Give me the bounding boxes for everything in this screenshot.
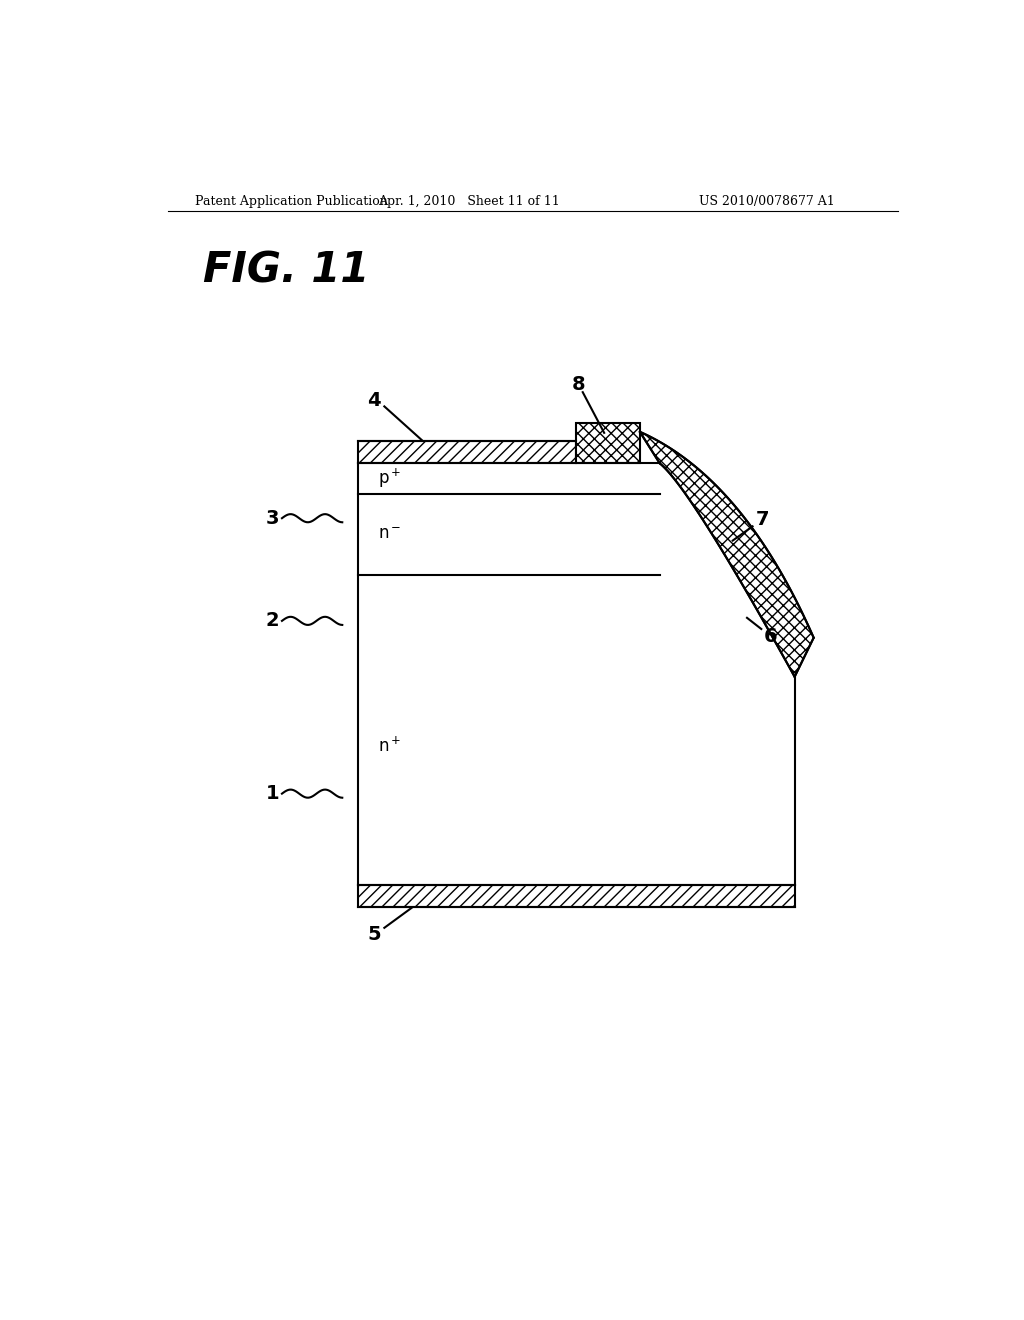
Text: 6: 6 <box>764 627 777 645</box>
Text: p$^+$: p$^+$ <box>378 467 401 490</box>
Text: 5: 5 <box>368 925 381 944</box>
Text: 4: 4 <box>368 391 381 409</box>
Text: US 2010/0078677 A1: US 2010/0078677 A1 <box>699 194 836 207</box>
Polygon shape <box>640 432 814 677</box>
Text: 2: 2 <box>265 611 280 631</box>
Text: FIG. 11: FIG. 11 <box>204 249 370 292</box>
Text: Apr. 1, 2010   Sheet 11 of 11: Apr. 1, 2010 Sheet 11 of 11 <box>379 194 560 207</box>
Text: 1: 1 <box>265 784 280 803</box>
Text: 7: 7 <box>756 510 770 529</box>
Text: Patent Application Publication: Patent Application Publication <box>196 194 388 207</box>
Text: n$^+$: n$^+$ <box>378 737 401 755</box>
Text: 3: 3 <box>265 508 280 528</box>
Bar <box>358 441 577 463</box>
Text: n$^-$: n$^-$ <box>378 525 401 544</box>
Text: 8: 8 <box>572 375 586 393</box>
Bar <box>577 422 640 463</box>
Bar <box>358 886 795 907</box>
